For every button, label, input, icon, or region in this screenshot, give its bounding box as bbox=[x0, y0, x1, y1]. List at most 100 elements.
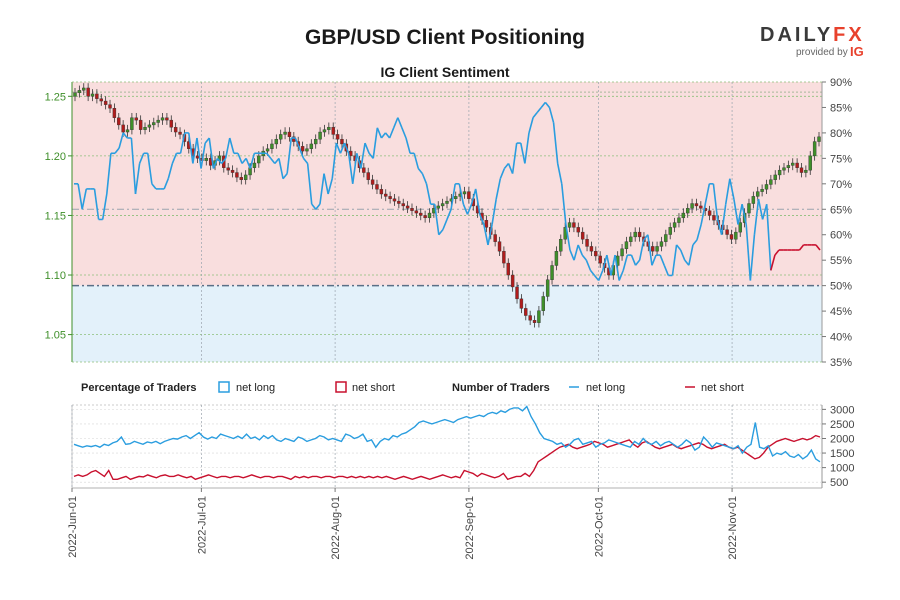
candle-body-84 bbox=[440, 203, 445, 207]
candle-body-90 bbox=[467, 191, 471, 199]
provided-by-label: provided by bbox=[796, 47, 848, 58]
candle-body-87 bbox=[454, 196, 458, 199]
sentiment-segment-76 bbox=[384, 132, 391, 139]
sentiment-segment-29 bbox=[192, 137, 198, 164]
sentiment-segment-69 bbox=[356, 153, 362, 169]
sentiment-segment-83 bbox=[413, 153, 420, 169]
sentiment-segment-36 bbox=[220, 157, 227, 164]
sentiment-segment-124 bbox=[581, 254, 587, 261]
sentiment-segment-50 bbox=[278, 158, 284, 179]
date-tick-label-2: 2022-Aug-01 bbox=[330, 496, 342, 560]
sentiment-segment-79 bbox=[397, 117, 403, 129]
candle-body-30 bbox=[204, 158, 208, 161]
pct-tick-label-7: 55% bbox=[830, 255, 852, 267]
sentiment-segment-10 bbox=[114, 147, 120, 154]
sentiment-segment-147 bbox=[675, 244, 682, 251]
sentiment-segment-63 bbox=[331, 142, 338, 179]
candle-body-99 bbox=[506, 262, 510, 276]
candle-body-146 bbox=[712, 215, 716, 221]
candle-body-61 bbox=[340, 138, 344, 145]
sentiment-segment-28 bbox=[187, 132, 194, 164]
sentiment-segment-111 bbox=[528, 117, 534, 134]
candle-body-140 bbox=[686, 208, 690, 214]
sentiment-segment-56 bbox=[302, 157, 309, 164]
sentiment-segment-31 bbox=[200, 142, 206, 169]
sentiment-segment-157 bbox=[716, 219, 723, 235]
candle-body-85 bbox=[445, 200, 449, 204]
sentiment-segment-14 bbox=[130, 137, 137, 195]
pct-tick-label-9: 45% bbox=[830, 306, 852, 318]
sentiment-segment-134 bbox=[622, 254, 629, 271]
candle-body-41 bbox=[252, 162, 257, 168]
candle-body-28 bbox=[195, 155, 200, 159]
sentiment-segment-164 bbox=[745, 224, 752, 281]
sentiment-segment-2 bbox=[81, 188, 88, 210]
sentiment-segment-118 bbox=[556, 163, 563, 184]
legend-num-short-label: net short bbox=[701, 382, 744, 394]
sentiment-segment-57 bbox=[306, 163, 313, 205]
sentiment-segment-160 bbox=[729, 178, 735, 200]
chart-title: GBP/USD Client Positioning bbox=[304, 26, 585, 49]
candle-body-104 bbox=[528, 315, 532, 321]
candle-body-47 bbox=[278, 134, 283, 140]
sentiment-segment-91 bbox=[446, 208, 452, 220]
candle-body-36 bbox=[230, 169, 235, 173]
candle-body-4 bbox=[90, 93, 95, 97]
sentiment-segment-116 bbox=[548, 107, 555, 123]
candle-body-145 bbox=[707, 210, 712, 216]
net-short-zone bbox=[72, 82, 822, 286]
sentiment-segment-92 bbox=[450, 183, 456, 210]
candle-body-111 bbox=[559, 239, 563, 252]
candle-body-155 bbox=[751, 196, 756, 204]
candle-body-8 bbox=[108, 104, 112, 109]
candle-body-168 bbox=[808, 155, 812, 171]
pct-tick-label-2: 80% bbox=[830, 128, 852, 140]
candle-body-77 bbox=[410, 208, 414, 211]
sentiment-segment-68 bbox=[351, 153, 358, 184]
sentiment-segment-88 bbox=[433, 204, 440, 235]
legend-pct-short-swatch bbox=[335, 381, 347, 393]
sentiment-segment-59 bbox=[315, 203, 321, 210]
sentiment-segment-40 bbox=[237, 152, 243, 164]
candle-body-113 bbox=[567, 222, 572, 228]
candle-body-149 bbox=[725, 229, 729, 235]
candle-body-96 bbox=[493, 234, 497, 242]
candle-body-3 bbox=[86, 87, 90, 97]
sentiment-segment-137 bbox=[634, 259, 641, 266]
candle-body-81 bbox=[427, 212, 432, 219]
candle-body-16 bbox=[143, 127, 147, 130]
sentiment-segment-15 bbox=[134, 163, 141, 195]
candle-body-37 bbox=[235, 172, 239, 178]
candle-body-101 bbox=[515, 286, 519, 300]
sentiment-segment-98 bbox=[474, 188, 481, 215]
sentiment-segment-12 bbox=[122, 132, 128, 139]
sentiment-segment-41 bbox=[241, 157, 247, 164]
logo-text-fx: FX bbox=[833, 24, 865, 46]
count-tick-label-4: 1000 bbox=[830, 463, 854, 475]
sentiment-segment-153 bbox=[700, 204, 707, 225]
sentiment-segment-123 bbox=[577, 244, 584, 256]
candle-body-44 bbox=[265, 148, 270, 152]
candle-body-22 bbox=[169, 119, 173, 128]
pct-tick-label-6: 60% bbox=[830, 230, 852, 242]
candle-body-39 bbox=[243, 174, 248, 180]
sentiment-segment-110 bbox=[524, 132, 530, 164]
candle-body-139 bbox=[681, 212, 686, 219]
candle-body-52 bbox=[300, 146, 305, 152]
sentiment-segment-38 bbox=[228, 137, 235, 154]
sentiment-segment-86 bbox=[425, 183, 432, 205]
sentiment-segment-141 bbox=[651, 254, 657, 266]
candle-body-40 bbox=[248, 167, 252, 176]
sentiment-segment-156 bbox=[712, 183, 719, 220]
sentiment-segment-154 bbox=[704, 183, 711, 205]
sentiment-segment-51 bbox=[282, 173, 288, 180]
candle-body-160 bbox=[773, 174, 777, 180]
sentiment-segment-24 bbox=[171, 152, 178, 164]
candle-body-10 bbox=[117, 117, 121, 126]
sentiment-segment-37 bbox=[224, 137, 231, 159]
price-tick-label-1: 1.20 bbox=[45, 151, 66, 163]
sentiment-segment-16 bbox=[138, 152, 145, 164]
sentiment-segment-102 bbox=[491, 198, 497, 225]
candle-body-137 bbox=[672, 222, 677, 228]
sentiment-segment-97 bbox=[470, 188, 477, 205]
